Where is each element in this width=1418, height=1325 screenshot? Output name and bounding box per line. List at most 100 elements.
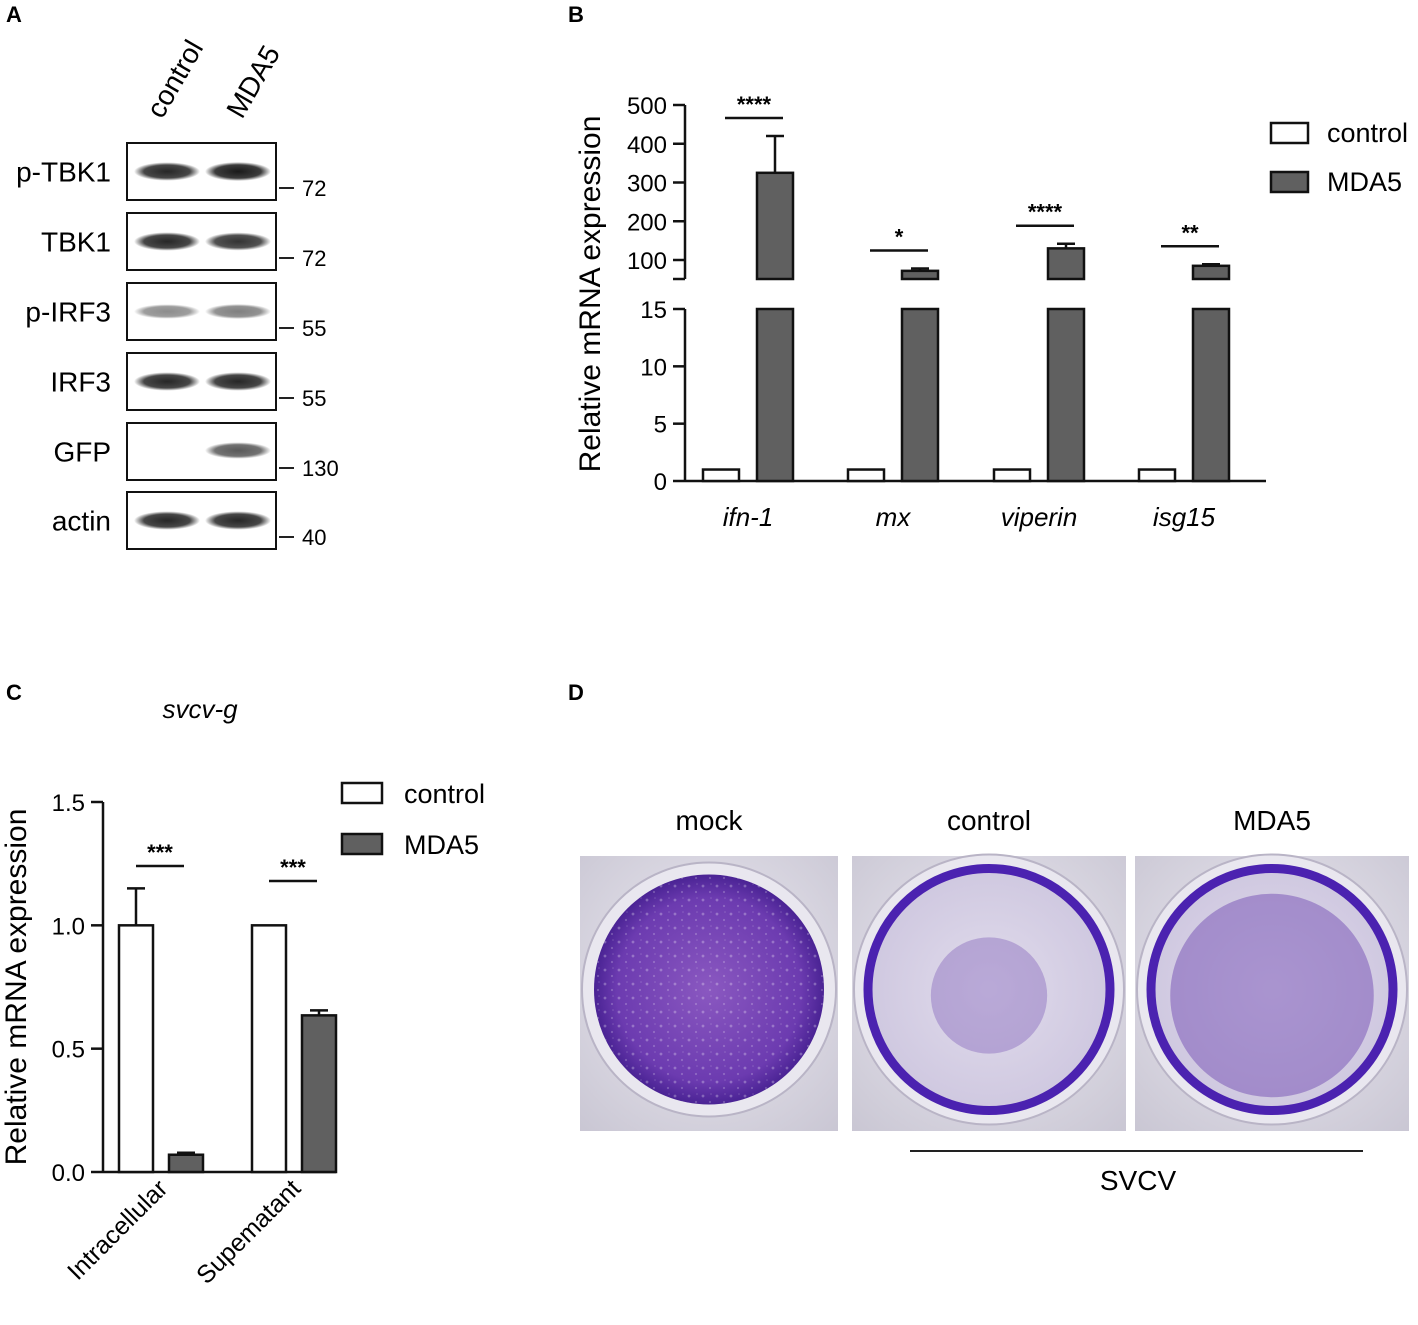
y-tick-label: 300	[627, 171, 667, 198]
band-mda5	[205, 372, 271, 391]
panel-label-b: B	[568, 2, 584, 27]
band-mda5	[205, 442, 271, 459]
bar-control	[701, 468, 741, 483]
y-tick-label: 1.0	[52, 913, 85, 940]
x-category-label: ifn-1	[723, 502, 774, 532]
bar-control	[846, 468, 886, 483]
y-axis-label: Relative mRNA expression	[574, 116, 607, 473]
chart-b: 0 5 10 15 100 200 300 400 500 Relative mRNA expre…	[574, 92, 1408, 532]
stained-ring	[863, 864, 1115, 1115]
significance-stars: ***	[280, 855, 306, 880]
bar-mda5-upper	[755, 171, 795, 281]
blot-row-irf3: IRF3 55	[50, 352, 326, 411]
y-tick-label: 0.5	[52, 1037, 85, 1064]
y-tick-label: 0	[654, 469, 667, 496]
panel-label-d: D	[568, 680, 584, 705]
x-category-label: Intracellular	[62, 1174, 173, 1285]
blot-row-gfp: GFP 130	[53, 422, 339, 481]
legend-label-control: control	[1327, 118, 1408, 148]
x-category-label: mx	[876, 502, 912, 532]
legend-swatch-control	[1269, 121, 1310, 145]
y-tick-label: 15	[640, 297, 667, 324]
well-label: mock	[676, 805, 744, 836]
x-category-label: viperin	[1001, 502, 1078, 532]
band-mda5	[205, 511, 271, 530]
blot-label: IRF3	[50, 367, 111, 398]
band-control	[134, 372, 200, 391]
bar-mda5	[300, 1014, 338, 1174]
well-photo-mda5	[1135, 853, 1409, 1131]
blot-row-p-tbk1: p-TBK1 72	[16, 142, 326, 201]
significance-stars: **	[1181, 220, 1199, 245]
bar-mda5-upper	[900, 269, 940, 281]
stained-ring	[1146, 864, 1398, 1115]
legend-swatch-mda5	[1269, 170, 1310, 194]
bar-mda5-lower	[900, 307, 940, 483]
bar-mda5-lower	[755, 307, 795, 483]
blot-label: GFP	[53, 437, 111, 468]
significance-stars: *	[895, 225, 904, 250]
mw-label: 55	[302, 316, 326, 341]
bar-control	[250, 924, 288, 1174]
band-control	[134, 162, 200, 181]
plaque-assay-panel: mock control MDA5 SVCV	[580, 805, 1409, 1196]
well-label: control	[947, 805, 1031, 836]
cleared-area	[868, 868, 1110, 1111]
x-category-label: isg15	[1153, 502, 1216, 532]
chart-c: svcv-g 0.0 0.5 1.0 1.5 Relative mRNA expressi…	[0, 694, 485, 1290]
well-photo-mock	[580, 856, 838, 1131]
blot-label: actin	[52, 506, 111, 537]
bar-control	[992, 468, 1032, 483]
significance-stars: ****	[737, 92, 772, 117]
band-mda5	[205, 232, 271, 251]
significance-stars: ****	[1028, 200, 1063, 225]
y-tick-label: 10	[640, 354, 667, 381]
bar-control	[1137, 468, 1177, 483]
legend-label-control: control	[404, 779, 485, 809]
blot-row-tbk1: TBK1 72	[41, 212, 326, 271]
treatment-label: SVCV	[1100, 1165, 1177, 1196]
y-tick-label: 200	[627, 209, 667, 236]
panel-label-a: A	[6, 2, 22, 27]
bar-mda5	[167, 1153, 205, 1174]
legend-swatch-control	[340, 781, 384, 805]
band-mda5	[205, 304, 271, 319]
monolayer-texture	[594, 874, 824, 1105]
residual-cells	[1170, 893, 1374, 1098]
y-tick-label: 0.0	[52, 1160, 85, 1187]
bar-mda5-lower	[1046, 307, 1086, 483]
band-control	[134, 304, 200, 319]
mw-label: 72	[302, 246, 326, 271]
legend-swatch-mda5	[340, 832, 384, 856]
y-tick-label: 400	[627, 132, 667, 159]
mw-label: 55	[302, 386, 326, 411]
blot-row-actin: actin 40	[52, 491, 326, 550]
blot-label: TBK1	[41, 227, 111, 258]
blot-label: p-IRF3	[25, 297, 111, 328]
y-tick-label: 500	[627, 93, 667, 120]
significance-stars: ***	[147, 840, 173, 865]
western-blot-panel: p-TBK1 72 TBK1 72 p-IRF3 55 IRF3 55 GFP 130 actin 4…	[16, 142, 339, 550]
legend-label-mda5: MDA5	[404, 830, 479, 860]
lane-label-control: control	[140, 35, 209, 123]
band-control	[134, 511, 200, 530]
panel-label-c: C	[6, 680, 22, 705]
x-category-label: Supematant	[191, 1174, 306, 1289]
y-tick-label: 1.5	[52, 790, 85, 817]
band-control	[134, 232, 200, 251]
residual-cells	[930, 937, 1048, 1054]
bar-mda5-upper	[1046, 247, 1086, 281]
bar-mda5-lower	[1191, 307, 1231, 483]
legend-label-mda5: MDA5	[1327, 167, 1402, 197]
well-label: MDA5	[1233, 805, 1311, 836]
bar-control	[117, 924, 155, 1174]
bar-mda5-upper	[1191, 264, 1231, 281]
y-axis-label: Relative mRNA expression	[0, 809, 33, 1166]
band-mda5	[205, 162, 271, 181]
chart-title: svcv-g	[162, 694, 238, 724]
lane-label-mda5: MDA5	[220, 40, 286, 123]
y-tick-label: 5	[654, 412, 667, 439]
y-tick-label: 100	[627, 248, 667, 275]
mw-label: 40	[302, 525, 326, 550]
